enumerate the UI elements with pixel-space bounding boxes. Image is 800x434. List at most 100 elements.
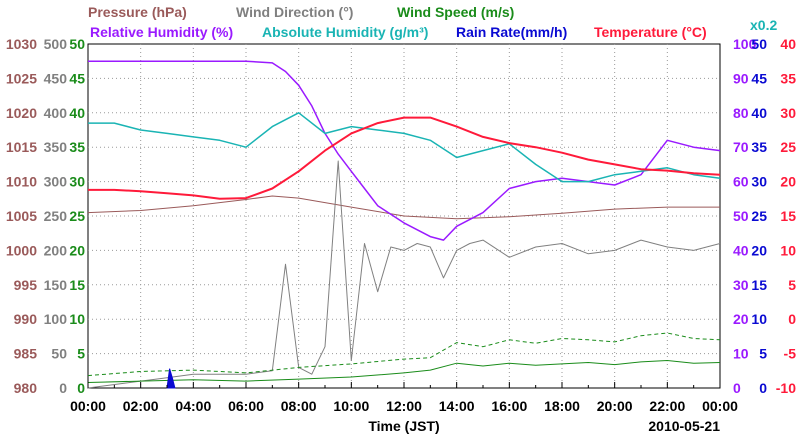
x-axis-label: Time (JST) <box>368 418 439 434</box>
rain-axis-tick: 45 <box>751 70 767 86</box>
rh-axis-tick: 20 <box>733 311 749 327</box>
rh-axis-tick: 70 <box>733 139 749 155</box>
wind_speed-axis-tick: 0 <box>77 380 85 396</box>
x-tick-label: 00:00 <box>70 398 106 414</box>
wind_speed-axis-tick: 35 <box>69 139 85 155</box>
rh-axis-tick: 90 <box>733 70 749 86</box>
temp-axis-tick: 0 <box>788 311 796 327</box>
temp-axis-tick: 35 <box>780 70 796 86</box>
legend-wind-speed: Wind Speed (m/s) <box>397 4 514 20</box>
temp-axis-tick: -5 <box>784 346 797 362</box>
x-tick-label: 16:00 <box>491 398 527 414</box>
rh-axis-tick: 0 <box>733 380 741 396</box>
chart-date: 2010-05-21 <box>648 418 720 434</box>
pressure-axis-tick: 980 <box>14 380 38 396</box>
wind_speed-axis-tick: 50 <box>69 36 85 52</box>
temp-axis-tick: 10 <box>780 242 796 258</box>
pressure-axis-tick: 1000 <box>6 242 37 258</box>
wind-dir-series <box>87 160 721 389</box>
wind_dir-axis-tick: 200 <box>44 242 68 258</box>
pressure-axis-tick: 985 <box>14 346 38 362</box>
temp-axis-tick: 25 <box>780 139 796 155</box>
pressure-series <box>87 195 720 220</box>
wind_dir-axis-tick: 0 <box>59 380 67 396</box>
wind_dir-axis-tick: 250 <box>44 208 68 224</box>
legend-absolute-humidity: Absolute Humidity (g/m³) <box>262 24 428 40</box>
rh-series <box>88 60 721 241</box>
pressure-axis-tick: 1015 <box>6 139 37 155</box>
wind-gust-series <box>87 332 721 377</box>
x-tick-label: 06:00 <box>228 398 264 414</box>
rh-axis-tick: 30 <box>733 277 749 293</box>
rain-axis-tick: 40 <box>751 105 767 121</box>
x-tick-label: 02:00 <box>123 398 159 414</box>
rh-axis-tick: 80 <box>733 105 749 121</box>
rain-axis-tick: 0 <box>759 380 767 396</box>
x-tick-label: 14:00 <box>439 398 475 414</box>
wind_speed-axis-tick: 20 <box>69 242 85 258</box>
wind_dir-axis-tick: 100 <box>44 311 68 327</box>
pressure-axis-tick: 1020 <box>6 105 37 121</box>
x-tick-label: 18:00 <box>544 398 580 414</box>
rain-axis-tick: 15 <box>751 277 767 293</box>
ah-series <box>88 112 721 183</box>
wind_dir-axis-tick: 50 <box>51 346 67 362</box>
pressure-axis-tick: 1010 <box>6 174 37 190</box>
pressure-axis-tick: 1005 <box>6 208 37 224</box>
pressure-axis-tick: 995 <box>14 277 38 293</box>
wind_dir-axis-tick: 150 <box>44 277 68 293</box>
temp-axis-tick: 20 <box>780 174 796 190</box>
rain-axis-tick: 25 <box>751 208 767 224</box>
wind_dir-axis-tick: 300 <box>44 174 68 190</box>
wind_dir-axis-tick: 450 <box>44 70 68 86</box>
legend-pressure: Pressure (hPa) <box>88 4 187 20</box>
rain-axis-tick: 20 <box>751 242 767 258</box>
wind-speed-series <box>87 360 721 383</box>
wind_speed-axis-tick: 30 <box>69 174 85 190</box>
wind_speed-axis-tick: 40 <box>69 105 85 121</box>
rain-axis-tick: 10 <box>751 311 767 327</box>
x-tick-label: 12:00 <box>386 398 422 414</box>
rh-axis-tick: 50 <box>733 208 749 224</box>
wind_speed-axis-tick: 45 <box>69 70 85 86</box>
pressure-axis-tick: 1025 <box>6 70 37 86</box>
temp-axis-tick: 15 <box>780 208 796 224</box>
wind_speed-axis-tick: 25 <box>69 208 85 224</box>
x-tick-label: 00:00 <box>702 398 738 414</box>
rh-axis-tick: 40 <box>733 242 749 258</box>
temp-axis-tick: 5 <box>788 277 796 293</box>
rain-axis-tick: 30 <box>751 174 767 190</box>
rh-axis-tick: 100 <box>733 36 757 52</box>
x-tick-label: 10:00 <box>333 398 369 414</box>
x-tick-label: 22:00 <box>649 398 685 414</box>
wind_dir-axis-tick: 400 <box>44 105 68 121</box>
x-tick-label: 08:00 <box>281 398 317 414</box>
rh-axis-tick: 60 <box>733 174 749 190</box>
temp-axis-tick: 30 <box>780 105 796 121</box>
wind_speed-axis-tick: 5 <box>77 346 85 362</box>
wind_dir-axis-tick: 350 <box>44 139 68 155</box>
x-tick-label: 04:00 <box>175 398 211 414</box>
axis-ticks: 00:00 02:00 04:00 06:00 08:00 10:00 12:00 14:00… <box>6 36 796 414</box>
legend-temperature: Temperature (°C) <box>594 24 707 40</box>
legend-rain-rate: Rain Rate(mm/h) <box>456 24 567 40</box>
temp-axis-tick: -10 <box>776 380 796 396</box>
legend-wind-direction: Wind Direction (°) <box>236 4 353 20</box>
wind_dir-axis-tick: 500 <box>44 36 68 52</box>
wind_speed-axis-tick: 15 <box>69 277 85 293</box>
rain-axis-tick: 35 <box>751 139 767 155</box>
temp-axis-tick: 40 <box>780 36 796 52</box>
pressure-axis-tick: 1030 <box>6 36 37 52</box>
wind_speed-axis-tick: 10 <box>69 311 85 327</box>
temp-series <box>88 116 721 200</box>
rain-axis-tick: 5 <box>759 346 767 362</box>
rain-rate-series <box>166 368 176 389</box>
rain-axis-tick: 50 <box>751 36 767 52</box>
series-group <box>87 60 721 389</box>
legend-relative-humidity: Relative Humidity (%) <box>90 24 233 40</box>
pressure-axis-tick: 990 <box>14 311 38 327</box>
x-tick-label: 20:00 <box>597 398 633 414</box>
ah-scale-note: x0.2 <box>750 17 777 33</box>
rh-axis-tick: 10 <box>733 346 749 362</box>
